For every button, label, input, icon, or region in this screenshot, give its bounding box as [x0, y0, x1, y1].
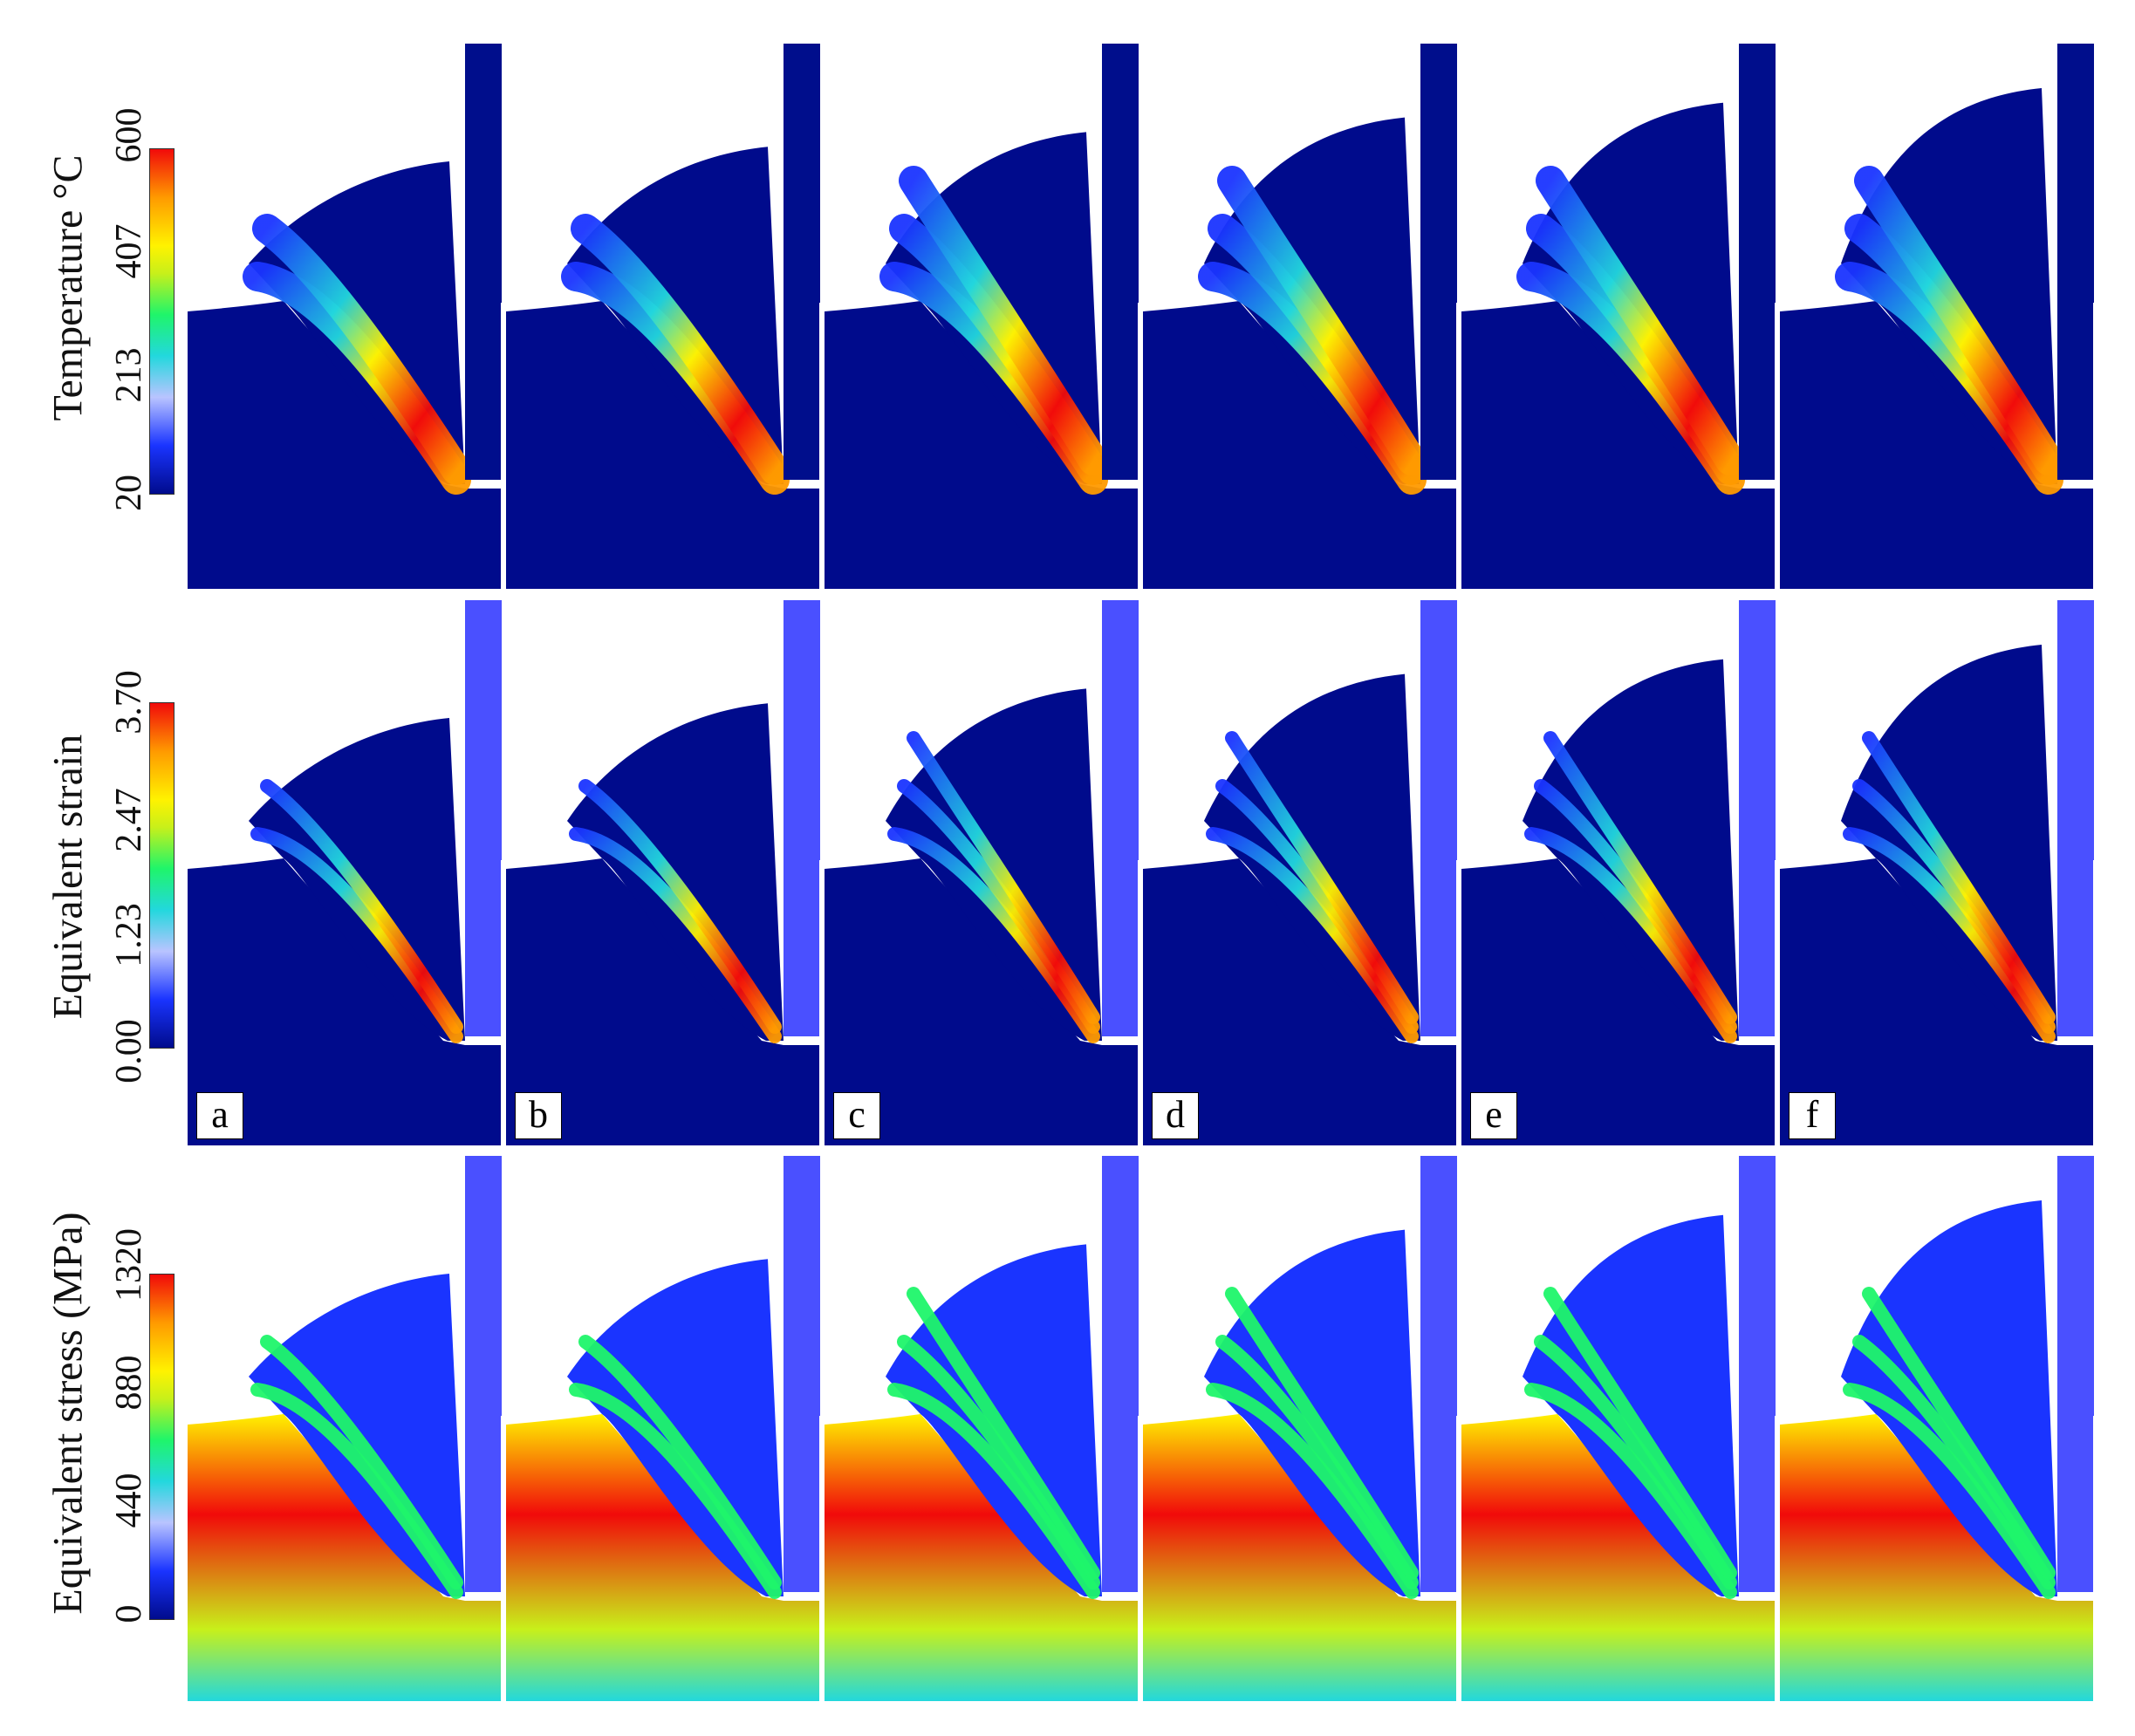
shear-band — [252, 214, 471, 485]
workpiece-body — [1143, 858, 1457, 1145]
cutting-tool — [1739, 1156, 1776, 1592]
stress-panel-a — [188, 1156, 502, 1701]
shear-band — [260, 779, 463, 1034]
shear-band — [1854, 166, 2063, 475]
workpiece-body — [1780, 858, 2094, 1145]
panel-letter-c: c — [833, 1092, 880, 1139]
cutting-tool — [1739, 44, 1776, 480]
temperature-panel-d — [1143, 44, 1457, 589]
panel-letter-e: e — [1470, 1092, 1517, 1139]
workpiece-body — [188, 1414, 502, 1701]
stress-colorbar — [149, 1274, 174, 1620]
panel-letter-b: b — [515, 1092, 562, 1139]
workpiece-body — [506, 301, 820, 589]
workpiece-body — [1461, 301, 1776, 589]
workpiece-body — [1461, 858, 1776, 1145]
shear-band — [1225, 731, 1419, 1024]
temperature-colorbar — [149, 148, 174, 495]
cutting-tool — [465, 600, 502, 1036]
stress-panel-e — [1461, 1156, 1776, 1701]
cutting-tool — [1739, 600, 1776, 1036]
stress-panel-d — [1143, 1156, 1457, 1701]
workpiece-body — [1143, 1414, 1457, 1701]
cutting-tool — [784, 44, 820, 480]
shear-band — [907, 1287, 1100, 1580]
cutting-tool — [1102, 44, 1139, 480]
strain-panel-c — [825, 600, 1139, 1145]
strain-panel-d — [1143, 600, 1457, 1145]
stress-panel-b — [506, 1156, 820, 1701]
temperature-panel-f — [1780, 44, 2094, 589]
cutting-tool — [2057, 600, 2094, 1036]
workpiece-body — [1780, 301, 2094, 589]
shear-band — [1536, 166, 1745, 475]
shear-band — [571, 214, 790, 485]
cutting-tool — [465, 1156, 502, 1592]
shear-band — [907, 731, 1100, 1024]
workpiece-body — [188, 301, 502, 589]
workpiece-body — [188, 858, 502, 1145]
shear-band — [1543, 1287, 1737, 1580]
cutting-tool — [2057, 44, 2094, 480]
shear-band — [578, 779, 782, 1034]
cutting-tool — [1420, 1156, 1457, 1592]
cutting-tool — [2057, 1156, 2094, 1592]
temperature-panel-e — [1461, 44, 1776, 589]
strain-panel-e — [1461, 600, 1776, 1145]
cutting-tool — [784, 600, 820, 1036]
workpiece-body — [825, 858, 1139, 1145]
panel-letter-d: d — [1152, 1092, 1199, 1139]
cutting-tool — [1102, 600, 1139, 1036]
strain-panel-a — [188, 600, 502, 1145]
stress-panel-c — [825, 1156, 1139, 1701]
shear-band — [1543, 731, 1737, 1024]
workpiece-body — [506, 858, 820, 1145]
stress-panel-f — [1780, 1156, 2094, 1701]
cutting-tool — [784, 1156, 820, 1592]
shear-band — [1862, 731, 2056, 1024]
cutting-tool — [1420, 44, 1457, 480]
temperature-panel-c — [825, 44, 1139, 589]
panel-letter-f: f — [1789, 1092, 1836, 1139]
workpiece-body — [1143, 301, 1457, 589]
workpiece-body — [825, 301, 1139, 589]
cutting-tool — [1102, 1156, 1139, 1592]
shear-band — [1217, 166, 1427, 475]
cutting-tool — [465, 44, 502, 480]
shear-band — [578, 1335, 782, 1589]
workpiece-body — [506, 1414, 820, 1701]
workpiece-body — [1461, 1414, 1776, 1701]
shear-band — [1862, 1287, 2056, 1580]
strain-panel-b — [506, 600, 820, 1145]
cutting-tool — [1420, 600, 1457, 1036]
panel-letter-a: a — [196, 1092, 243, 1139]
temperature-panel-a — [188, 44, 502, 589]
temperature-panel-b — [506, 44, 820, 589]
strain-panel-f — [1780, 600, 2094, 1145]
shear-band — [1225, 1287, 1419, 1580]
shear-band — [260, 1335, 463, 1589]
workpiece-body — [825, 1414, 1139, 1701]
strain-colorbar — [149, 702, 174, 1049]
workpiece-body — [1780, 1414, 2094, 1701]
shear-band — [899, 166, 1108, 475]
